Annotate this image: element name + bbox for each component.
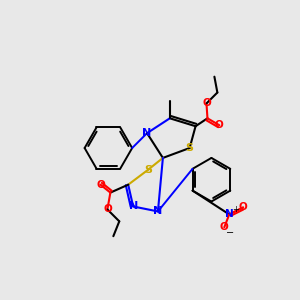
- Text: O: O: [215, 120, 224, 130]
- Text: −: −: [226, 228, 234, 238]
- Text: N: N: [128, 202, 138, 212]
- Text: N: N: [225, 209, 234, 219]
- Text: O: O: [220, 222, 229, 232]
- Text: O: O: [239, 202, 248, 212]
- Text: N: N: [142, 128, 152, 138]
- Text: N: N: [153, 206, 163, 216]
- Text: O: O: [103, 204, 112, 214]
- Text: S: S: [186, 143, 194, 153]
- Text: +: +: [232, 205, 238, 214]
- Text: S: S: [144, 165, 152, 175]
- Text: O: O: [96, 180, 105, 190]
- Text: O: O: [202, 98, 211, 108]
